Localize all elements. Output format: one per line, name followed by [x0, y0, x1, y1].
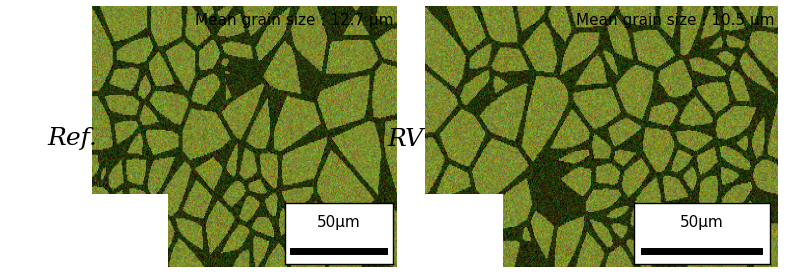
- Text: 50μm: 50μm: [680, 215, 723, 230]
- Text: 50μm: 50μm: [317, 215, 361, 230]
- Text: Mean grain size : 10.5 μm: Mean grain size : 10.5 μm: [576, 13, 775, 28]
- Text: Ref.: Ref.: [47, 128, 97, 150]
- Bar: [425, 194, 503, 268]
- Text: Mean grain size : 12.7 μm: Mean grain size : 12.7 μm: [196, 13, 394, 28]
- Bar: [92, 194, 168, 268]
- Text: RV: RV: [387, 128, 423, 150]
